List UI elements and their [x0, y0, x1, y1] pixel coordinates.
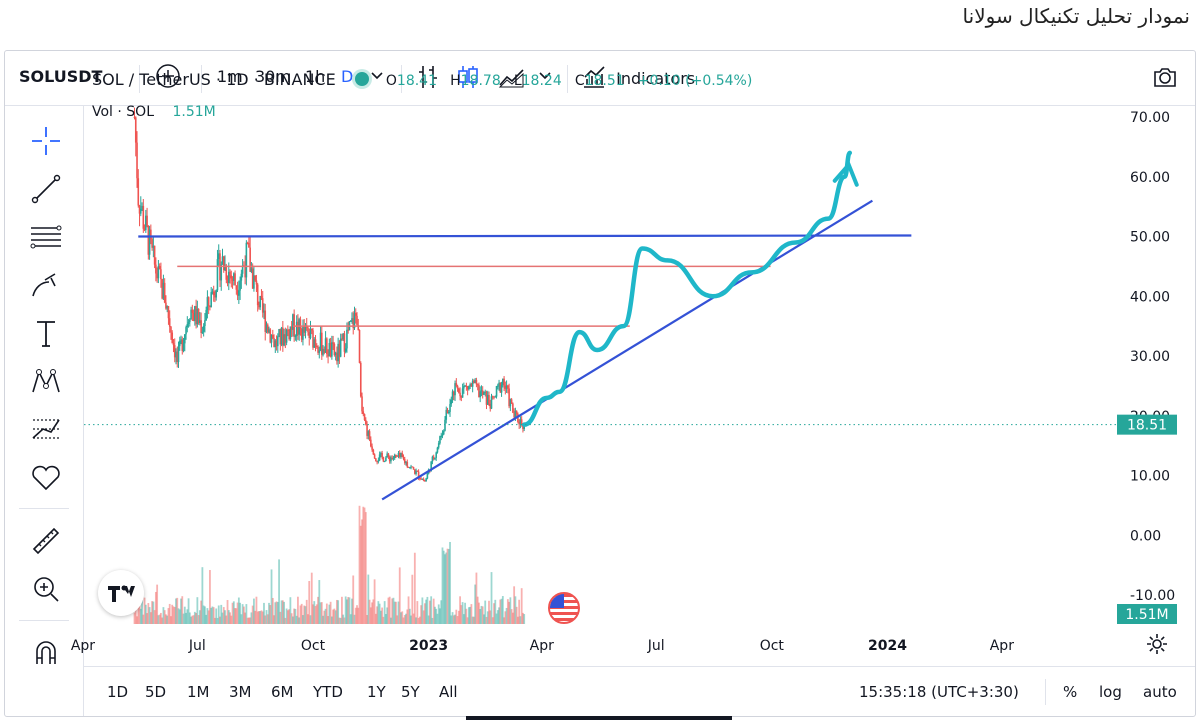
- interval-dropdown[interactable]: [369, 65, 385, 89]
- tradingview-logo[interactable]: [98, 570, 144, 616]
- text-icon: [37, 321, 55, 347]
- page-title: نمودار تحلیل تکنیکال سولانا: [962, 4, 1190, 28]
- forecast-icon: [32, 419, 60, 439]
- pattern-tool[interactable]: [29, 364, 63, 398]
- close-label: C: [574, 73, 585, 89]
- interval-d[interactable]: D: [341, 67, 354, 86]
- favorites-tool[interactable]: [29, 460, 63, 494]
- brush-tool[interactable]: [29, 268, 63, 302]
- camera-icon: [1154, 68, 1176, 87]
- area-chart-icon: [498, 69, 524, 88]
- crosshair-icon: [32, 127, 60, 155]
- forecast-tool[interactable]: [29, 412, 63, 446]
- chevron-down-icon: [371, 72, 383, 80]
- pair-label[interactable]: SOL / TetherUS · 1D · BINANCE: [92, 70, 336, 89]
- gear-icon: [1147, 634, 1167, 654]
- heart-icon: [32, 465, 60, 491]
- trend-line-icon: [31, 174, 61, 204]
- range-1y[interactable]: 1Y: [367, 683, 386, 701]
- interval-1h[interactable]: 1h: [305, 67, 326, 86]
- log-toggle[interactable]: log: [1099, 683, 1122, 701]
- open-label: O: [385, 73, 397, 89]
- range-5y[interactable]: 5Y: [401, 683, 420, 701]
- symbol-search[interactable]: SOLUSDT: [19, 67, 103, 86]
- parallel-lines-icon: [30, 225, 62, 249]
- magnet-icon: [36, 641, 56, 664]
- text-tool[interactable]: [29, 316, 63, 350]
- brush-icon: [32, 273, 56, 297]
- zoom-tool[interactable]: [29, 572, 63, 606]
- candles-style-button[interactable]: [455, 63, 481, 95]
- scrollbar[interactable]: [466, 716, 732, 720]
- high-value: 18.78: [460, 73, 501, 89]
- clock[interactable]: 15:35:18 (UTC+3:30): [859, 683, 1019, 701]
- bar-style-button[interactable]: [415, 63, 441, 95]
- bars-icon: [419, 66, 437, 88]
- top-toolbar: SOLUSDT 1m 30m 1h D Indicators: [5, 51, 1195, 106]
- open-value: 18.41: [396, 73, 438, 89]
- candles-icon: [458, 66, 478, 88]
- range-1d[interactable]: 1D: [107, 683, 129, 701]
- add-symbol-button[interactable]: [155, 63, 181, 93]
- chevron-down-icon: [539, 72, 551, 80]
- area-style-button[interactable]: [497, 63, 527, 95]
- volume-legend: Vol · SOL 1.51M: [92, 104, 216, 120]
- pattern-icon: [32, 369, 60, 393]
- low-label: L: [513, 73, 522, 89]
- interval-30m[interactable]: 30m: [255, 67, 291, 86]
- interval-1m[interactable]: 1m: [217, 67, 243, 86]
- ruler-icon: [32, 527, 60, 555]
- chart-widget: SOLUSDT 1m 30m 1h D Indicators: [4, 50, 1196, 717]
- range-all[interactable]: All: [439, 683, 458, 701]
- crosshair-tool[interactable]: [29, 124, 63, 158]
- range-5d[interactable]: 5D: [145, 683, 167, 701]
- range-1m[interactable]: 1M: [187, 683, 210, 701]
- bottom-toolbar: 1D 5D 1M 3M 6M YTD 1Y 5Y All 15:35:18 (U…: [83, 666, 1195, 717]
- range-ytd[interactable]: YTD: [313, 683, 343, 701]
- zoom-in-icon: [34, 577, 59, 602]
- chart-legend: SOL / TetherUS · 1D · BINANCE O18.41 H18…: [92, 70, 752, 89]
- snapshot-button[interactable]: [1151, 63, 1179, 95]
- vol-label: Vol · SOL: [92, 104, 155, 120]
- measure-tool[interactable]: [29, 524, 63, 558]
- magnet-tool[interactable]: [29, 636, 63, 670]
- market-status-icon: [354, 72, 369, 86]
- us-flag-icon: [548, 592, 580, 624]
- close-value: 18.51: [584, 73, 625, 89]
- auto-toggle[interactable]: auto: [1143, 683, 1177, 701]
- range-6m[interactable]: 6M: [271, 683, 294, 701]
- percent-toggle[interactable]: %: [1063, 683, 1078, 701]
- indicators-button[interactable]: Indicators: [581, 63, 695, 91]
- change-value: +0.10 (+0.54%): [637, 73, 753, 89]
- plus-circle-icon: [156, 64, 180, 88]
- high-label: H: [450, 73, 461, 89]
- vol-value: 1.51M: [172, 104, 216, 120]
- indicators-label: Indicators: [616, 68, 696, 88]
- range-3m[interactable]: 3M: [229, 683, 252, 701]
- tv-logo-icon: [108, 585, 135, 602]
- fib-tool[interactable]: [29, 220, 63, 254]
- low-value: 18.24: [521, 73, 562, 89]
- drawing-toolbar: [5, 106, 84, 716]
- trend-line-tool[interactable]: [29, 172, 63, 206]
- style-dropdown[interactable]: [537, 65, 553, 89]
- indicators-icon: [584, 66, 605, 88]
- chart-settings-button[interactable]: [1146, 633, 1168, 659]
